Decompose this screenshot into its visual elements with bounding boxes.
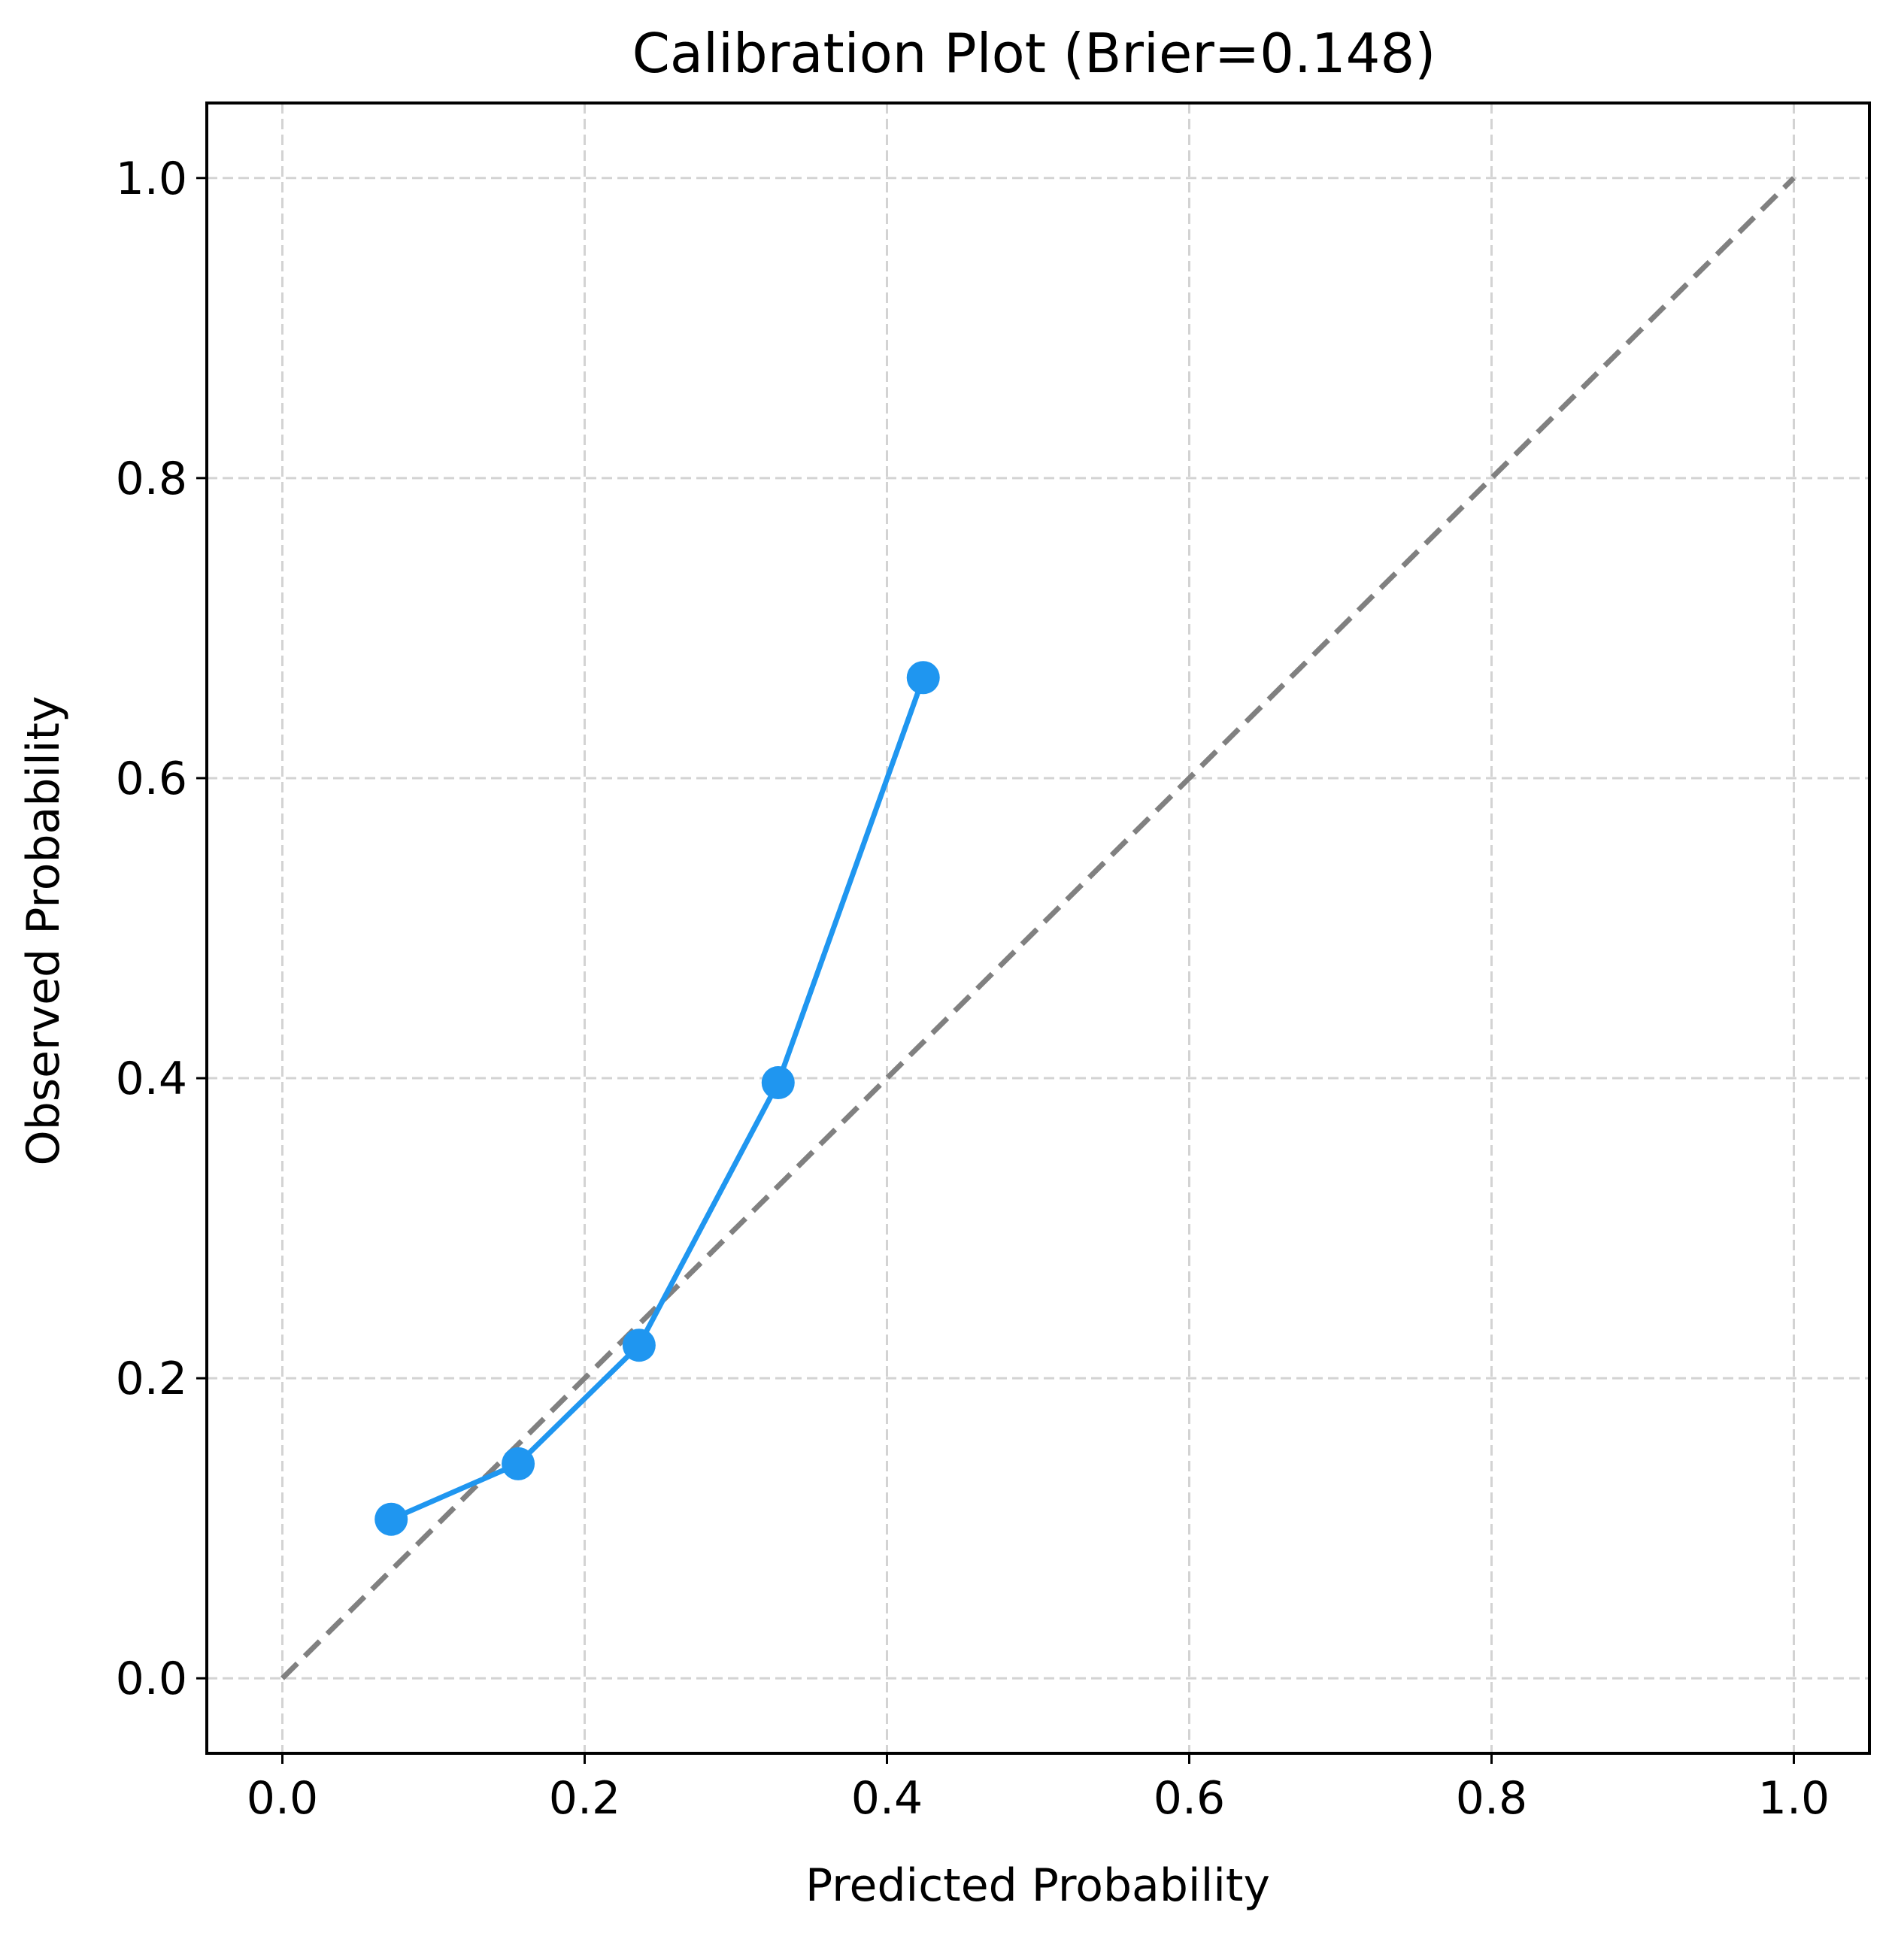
x-tick-label: 0.4 (851, 1772, 923, 1825)
plot-frame (205, 101, 1871, 1755)
x-tick-label: 0.6 (1154, 1772, 1225, 1825)
x-tick-label: 1.0 (1758, 1772, 1830, 1825)
y-axis-label: Observed Probability (17, 696, 70, 1166)
series-layer (374, 661, 940, 1536)
x-tick-label: 0.2 (549, 1772, 620, 1825)
chart-title: Calibration Plot (Brier=0.148) (632, 22, 1436, 85)
grid-lines (207, 103, 1869, 1753)
x-axis-ticks: 0.0 0.2 0.4 0.6 0.8 1.0 (247, 1753, 1830, 1825)
y-tick-label: 0.4 (116, 1053, 187, 1105)
calibration-point (502, 1447, 535, 1480)
y-tick-label: 0.8 (116, 453, 187, 505)
x-tick-label: 0.8 (1456, 1772, 1527, 1825)
calibration-point (622, 1329, 656, 1362)
y-tick-label: 1.0 (116, 153, 187, 205)
x-axis-label: Predicted Probability (805, 1859, 1270, 1912)
x-tick-label: 0.0 (247, 1772, 318, 1825)
y-tick-label: 0.2 (116, 1353, 187, 1405)
calibration-point (761, 1066, 795, 1100)
y-tick-label: 0.6 (116, 753, 187, 805)
perfect-calibration-line (280, 176, 1796, 1680)
calibration-point (374, 1502, 408, 1536)
reference-line-layer (280, 176, 1796, 1680)
y-axis-ticks: 0.0 0.2 0.4 0.6 0.8 1.0 (116, 153, 207, 1705)
calibration-point (906, 661, 940, 695)
y-tick-label: 0.0 (116, 1653, 187, 1705)
